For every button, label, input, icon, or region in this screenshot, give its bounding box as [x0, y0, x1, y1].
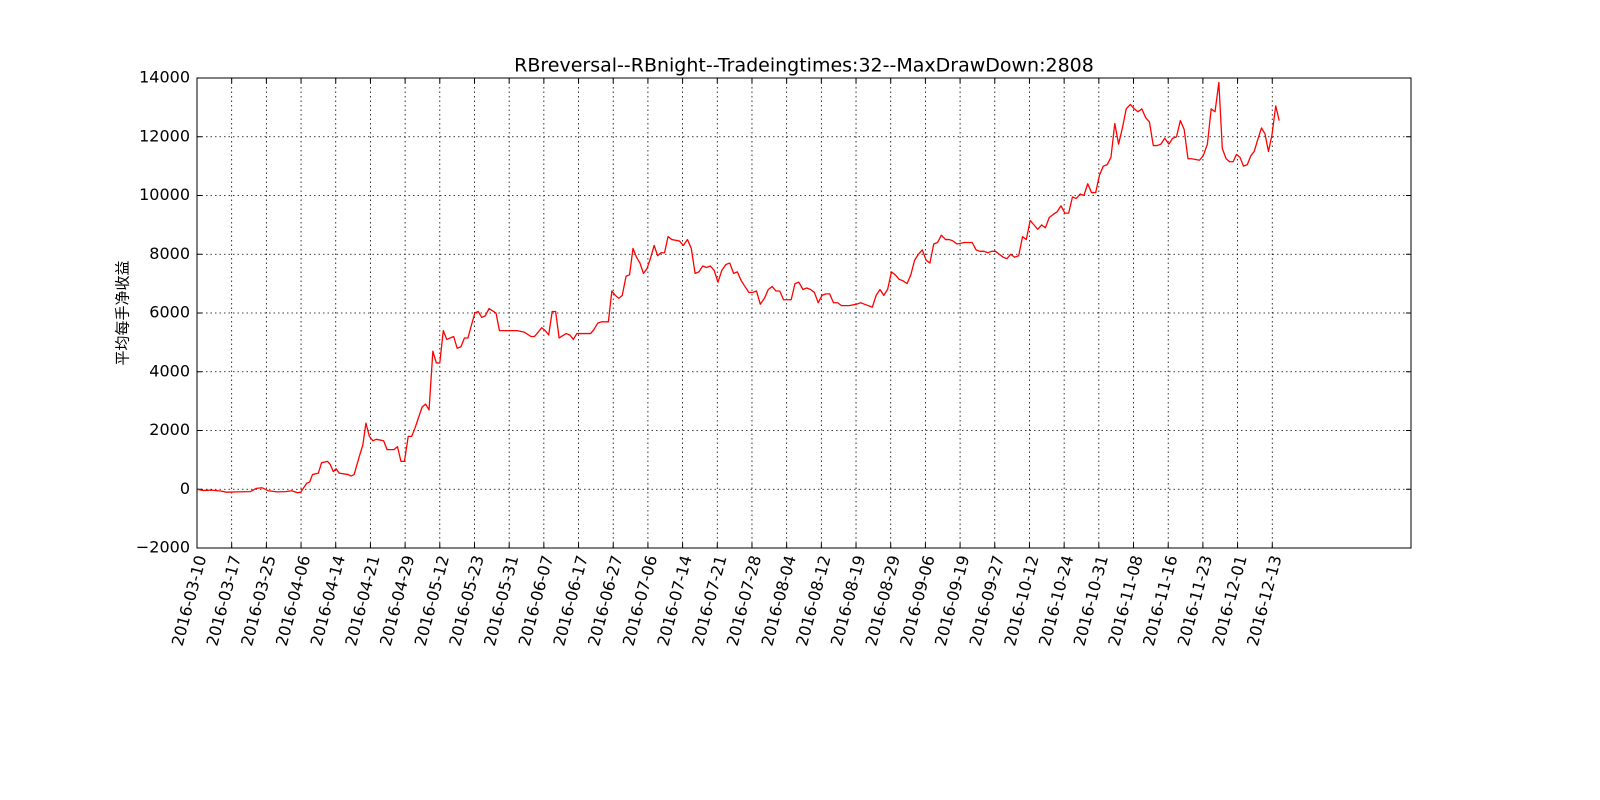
y-tick-label: 8000 — [149, 244, 190, 263]
y-tick-label: 4000 — [149, 361, 190, 380]
data-line — [196, 81, 1280, 494]
plot-frame — [196, 77, 1412, 549]
y-tick-label: 10000 — [139, 185, 190, 204]
y-tick-label: 12000 — [139, 126, 190, 145]
chart-title: RBreversal--RBnight--Tradeingtimes:32--M… — [514, 55, 1094, 77]
y-tick-label: −2000 — [136, 538, 190, 557]
y-tick-label: 0 — [180, 479, 190, 498]
y-axis-label: 平均每手净收益 — [114, 260, 132, 365]
y-tick-label: 2000 — [149, 420, 190, 439]
y-tick-label: 6000 — [149, 303, 190, 322]
y-tick-label: 14000 — [139, 68, 190, 87]
